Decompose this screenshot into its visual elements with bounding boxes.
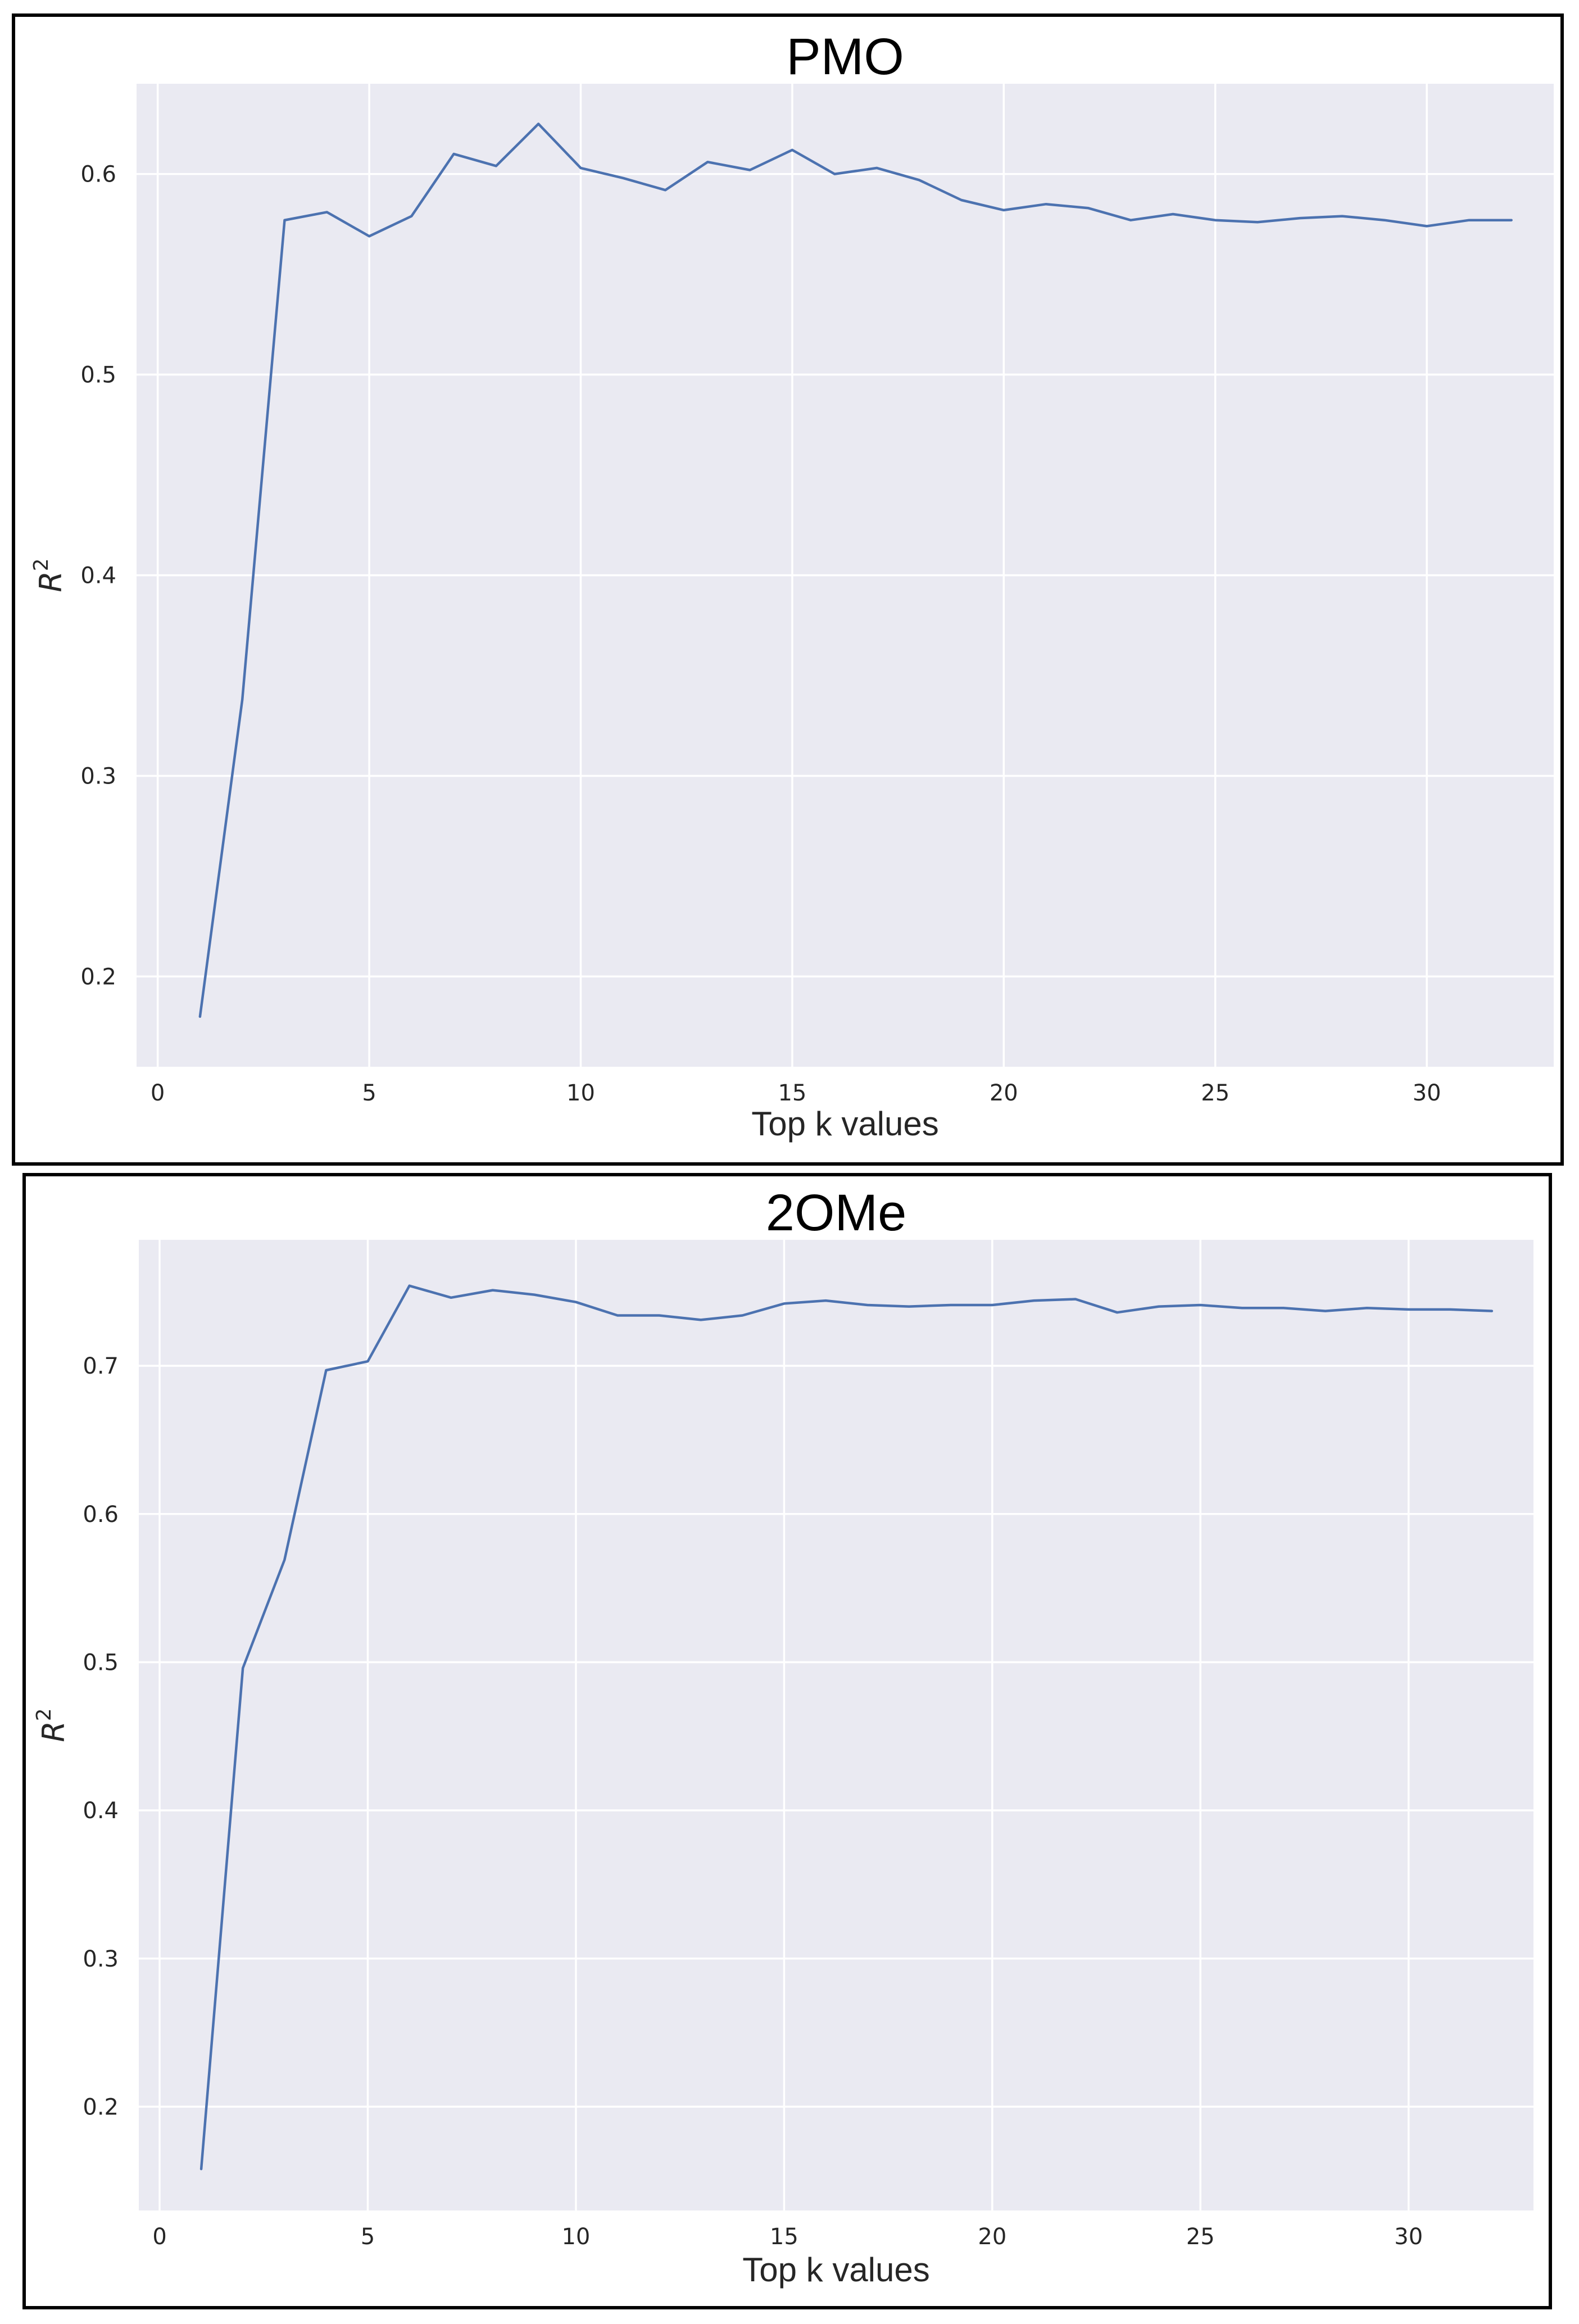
- gridlines: [139, 1240, 1533, 2210]
- x-tick-label: 25: [1201, 1080, 1229, 1106]
- x-tick-label: 5: [362, 1080, 376, 1106]
- x-tick-label: 10: [561, 2224, 590, 2250]
- x-tick-label: 30: [1394, 2224, 1423, 2250]
- y-axis-label: R2: [30, 558, 69, 592]
- y-tick-label: 0.4: [80, 563, 116, 589]
- x-tick-label: 25: [1186, 2224, 1215, 2250]
- y-axis-label-superscript: 2: [30, 558, 53, 571]
- y-axis-label-superscript: 2: [33, 1708, 56, 1721]
- y-tick-label: 0.6: [80, 162, 116, 188]
- x-tick-label: 15: [778, 1080, 806, 1106]
- y-axis-label-base: R: [36, 1721, 71, 1742]
- chart-pmo-frame: 0 5 10 15 20 25 30 0.2 0.3 0.4 0.5 0.6 PMO Top k va…: [12, 13, 1564, 1166]
- series-line: [199, 1284, 1494, 2171]
- y-tick-label: 0.3: [83, 1946, 119, 1972]
- y-tick-label: 0.5: [83, 1650, 119, 1675]
- tick-labels: 0 5 10 15 20 25 30 0.2 0.3 0.4 0.5 0.6 0.7: [83, 1353, 1423, 2250]
- y-tick-label: 0.4: [83, 1798, 119, 1824]
- chart-2ome: 0 5 10 15 20 25 30 0.2 0.3 0.4 0.5 0.6 0.7 2OMe Top …: [33, 1184, 1533, 2289]
- y-axis-label-base: R: [33, 571, 69, 592]
- chart-pmo: 0 5 10 15 20 25 30 0.2 0.3 0.4 0.5 0.6 PMO Top k va…: [30, 28, 1554, 1143]
- chart-title: 2OMe: [766, 1184, 907, 1242]
- chart-title: PMO: [786, 28, 904, 85]
- chart-2ome-frame: 0 5 10 15 20 25 30 0.2 0.3 0.4 0.5 0.6 0.7 2OMe Top …: [22, 1173, 1552, 2309]
- y-tick-label: 0.2: [80, 964, 116, 990]
- x-tick-label: 30: [1413, 1080, 1441, 1106]
- gridlines: [137, 84, 1554, 1067]
- x-tick-label: 20: [990, 1080, 1018, 1106]
- x-axis-label: Top k values: [742, 2251, 930, 2289]
- y-tick-label: 0.6: [83, 1502, 119, 1528]
- plot-area: [139, 1240, 1533, 2210]
- x-axis-label: Top k values: [751, 1105, 939, 1143]
- y-tick-label: 0.2: [83, 2094, 119, 2120]
- y-axis-label: R2: [33, 1708, 71, 1742]
- tick-labels: 0 5 10 15 20 25 30 0.2 0.3 0.4 0.5 0.6: [80, 162, 1441, 1106]
- x-tick-label: 0: [152, 2224, 166, 2250]
- x-tick-label: 15: [770, 2224, 798, 2250]
- x-tick-label: 0: [151, 1080, 165, 1106]
- y-tick-label: 0.3: [80, 763, 116, 789]
- x-tick-label: 20: [978, 2224, 1006, 2250]
- x-tick-label: 5: [361, 2224, 375, 2250]
- y-tick-label: 0.5: [80, 363, 116, 388]
- x-tick-label: 10: [566, 1080, 595, 1106]
- series-line: [198, 123, 1513, 1018]
- y-tick-label: 0.7: [83, 1353, 119, 1379]
